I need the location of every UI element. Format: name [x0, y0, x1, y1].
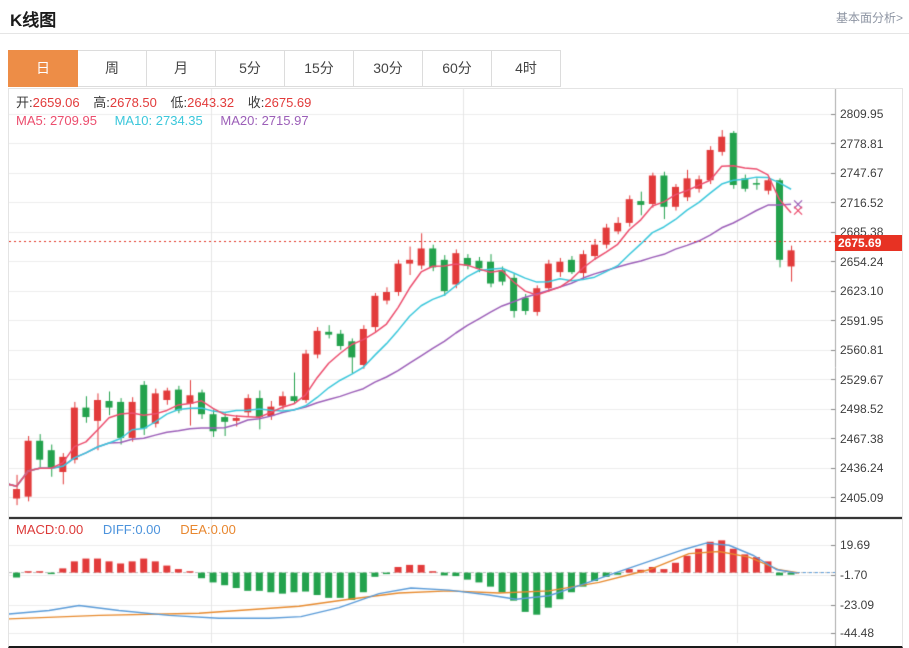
- high-value: 2678.50: [109, 95, 157, 110]
- macd-info-row: MACD:0.00 DIFF:0.00 DEA:0.00: [16, 522, 252, 537]
- low-value: 2643.32: [187, 95, 235, 110]
- macd-axis-label: -23.09: [840, 598, 875, 612]
- price-axis-label: 2654.24: [840, 254, 884, 269]
- price-axis-label: 2560.81: [840, 343, 884, 357]
- price-axis-label: 2623.10: [840, 284, 884, 298]
- macd-value: MACD:0.00: [16, 522, 84, 537]
- price-axis-label: 2529.67: [840, 372, 884, 387]
- ma5-value: MA5: 2709.95: [16, 113, 97, 128]
- open-value: 2659.06: [32, 95, 80, 110]
- high-label: 高:: [93, 95, 110, 110]
- current-price-badge: 2675.69: [835, 235, 902, 251]
- low-label: 低:: [170, 95, 188, 110]
- tab-4hour[interactable]: 4时: [491, 50, 561, 87]
- close-value: 2675.69: [264, 95, 312, 110]
- price-axis-label: 2809.95: [840, 107, 884, 121]
- kline-canvas[interactable]: [9, 89, 902, 646]
- price-axis-label: 2405.09: [840, 490, 884, 505]
- tab-day[interactable]: 日: [8, 50, 78, 87]
- price-axis-label: 2716.52: [840, 195, 884, 210]
- price-axis-label: 2747.67: [840, 166, 884, 180]
- close-label: 收:: [247, 95, 265, 110]
- page-title: K线图: [10, 11, 57, 30]
- tab-5min[interactable]: 5分: [215, 50, 285, 87]
- open-label: 开:: [16, 95, 33, 110]
- ma-info-row: MA5: 2709.95 MA10: 2734.35 MA20: 2715.97: [16, 113, 323, 128]
- price-axis-label: 2436.24: [840, 461, 884, 475]
- tab-30min[interactable]: 30分: [353, 50, 423, 87]
- macd-axis-label: -44.48: [840, 626, 875, 640]
- ma10-value: MA10: 2734.35: [114, 113, 203, 128]
- price-axis-label: 2498.52: [840, 402, 884, 416]
- tab-month[interactable]: 月: [146, 50, 216, 87]
- tab-week[interactable]: 周: [77, 50, 147, 87]
- timeframe-tabbar: 日 周 月 5分 15分 30分 60分 4时: [8, 50, 561, 87]
- price-axis-label: 2778.81: [840, 136, 884, 151]
- chart-panel: 开:2659.06 高:2678.50 低:2643.32 收:2675.69 …: [8, 88, 903, 648]
- price-axis-label: 2591.95: [840, 313, 884, 328]
- macd-axis-label: 19.69: [840, 538, 871, 552]
- dea-value: DEA:0.00: [180, 522, 236, 537]
- diff-value: DIFF:0.00: [102, 522, 161, 537]
- price-axis-label: 2467.38: [840, 431, 884, 446]
- ohlc-info-row: 开:2659.06 高:2678.50 低:2643.32 收:2675.69: [16, 92, 321, 111]
- macd-axis-label: -1.70: [840, 568, 868, 582]
- fundamental-analysis-link[interactable]: 基本面分析>: [835, 11, 903, 25]
- ma20-value: MA20: 2715.97: [220, 113, 309, 128]
- header-divider: [0, 33, 909, 34]
- tab-15min[interactable]: 15分: [284, 50, 354, 87]
- tab-60min[interactable]: 60分: [422, 50, 492, 87]
